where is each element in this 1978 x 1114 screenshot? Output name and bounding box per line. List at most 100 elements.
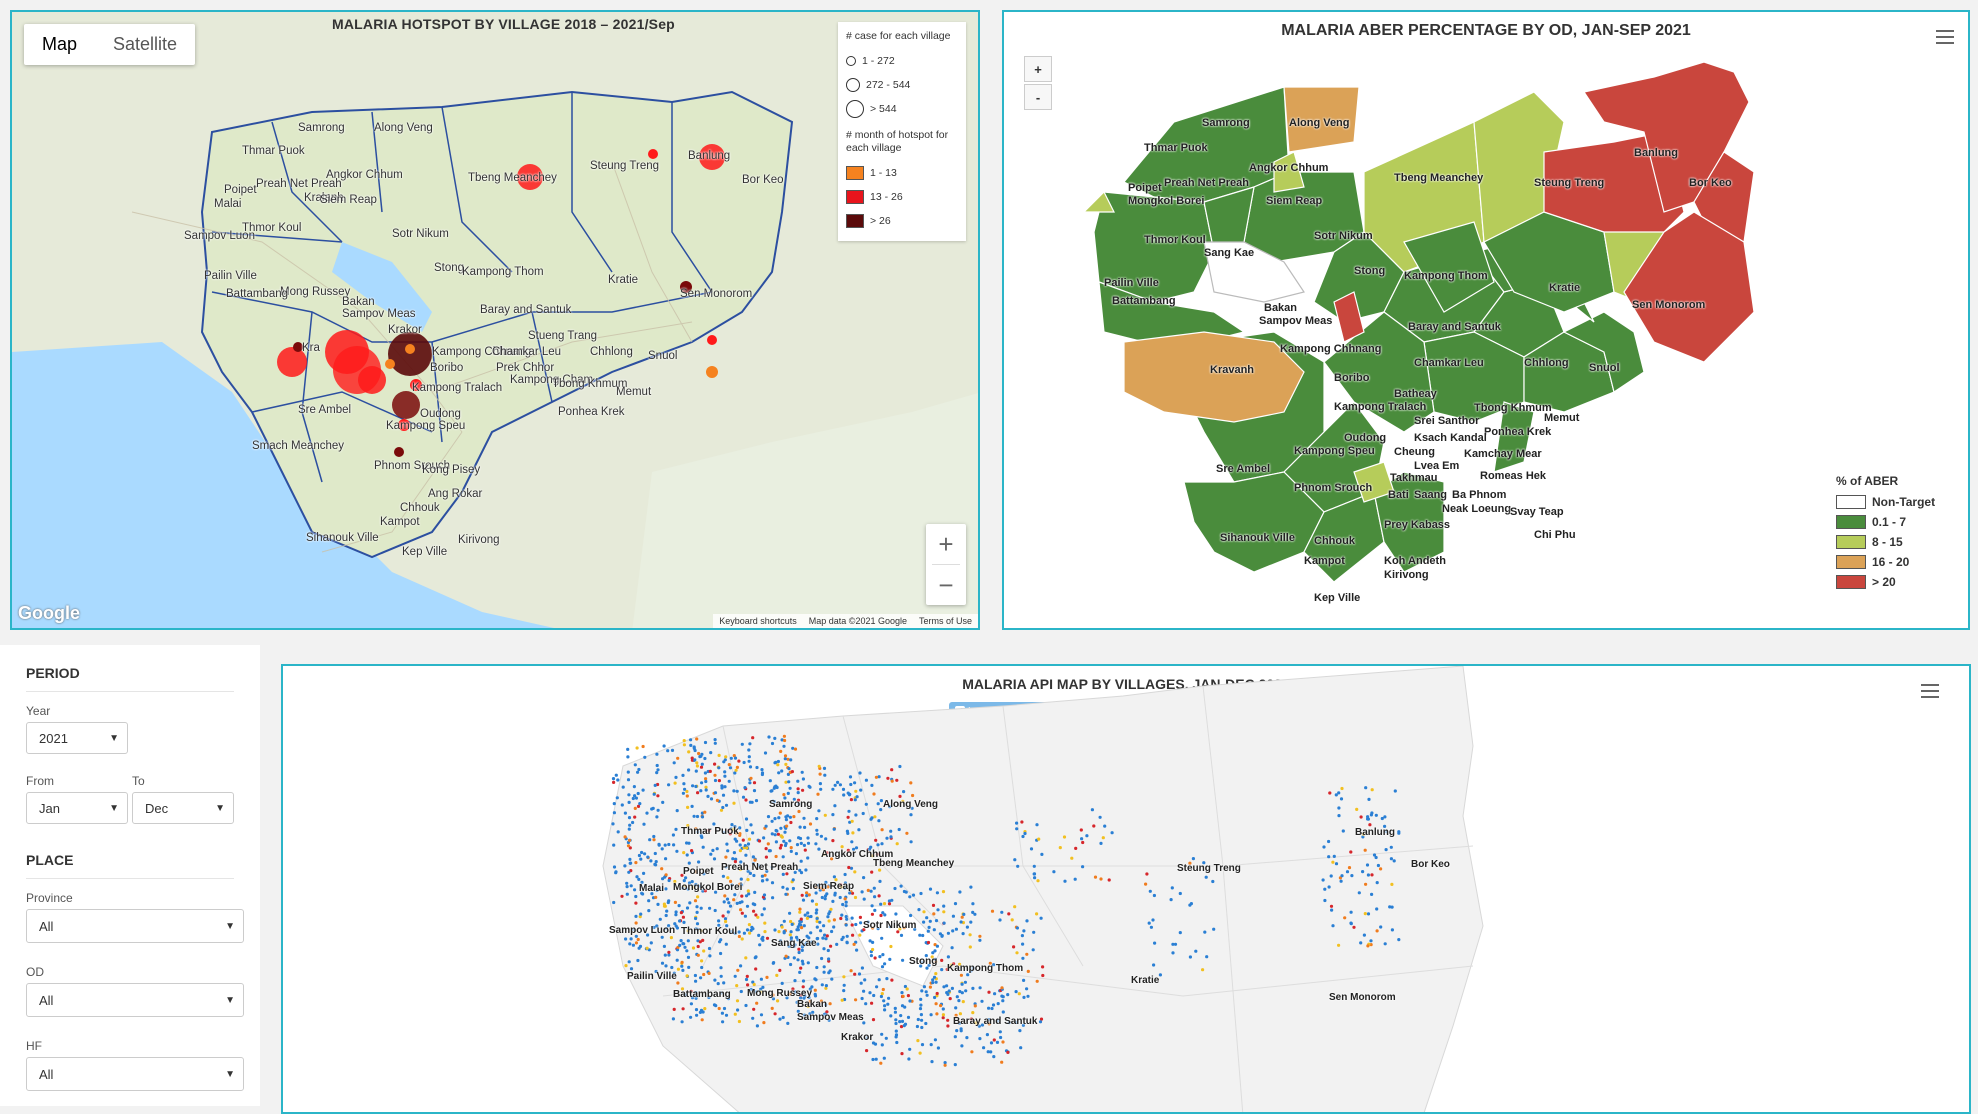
legend-months-label: 13 - 26 (870, 191, 903, 203)
map-type-map-button[interactable]: Map (42, 34, 78, 54)
village-dot (755, 1001, 759, 1005)
village-dot (694, 916, 698, 921)
village-dot (841, 902, 845, 907)
village-dot (805, 941, 809, 945)
village-dot (724, 919, 728, 924)
place-label: Sampov Luon (609, 925, 676, 936)
region (1273, 151, 1305, 193)
village-dot (1147, 921, 1151, 925)
hamburger-icon[interactable] (1921, 684, 1939, 698)
village-dot (1376, 863, 1380, 868)
village-dot (894, 1021, 898, 1026)
aber-legend-item[interactable]: Non-Target (1836, 492, 1935, 512)
village-dot (751, 1016, 755, 1020)
village-dot (685, 853, 689, 857)
village-dot (878, 955, 882, 959)
village-dot (805, 891, 809, 895)
village-dot (816, 792, 820, 796)
hf-select[interactable]: All ▼ (26, 1057, 244, 1091)
terms-of-use-link[interactable]: Terms of Use (912, 614, 978, 628)
aber-legend-item[interactable]: 8 - 15 (1836, 532, 1935, 552)
village-dot (764, 847, 768, 851)
village-dot (721, 793, 726, 797)
village-dot (810, 940, 814, 944)
village-dot (876, 927, 880, 931)
village-dot (897, 827, 901, 832)
chevron-down-icon: ▼ (225, 994, 235, 1006)
village-dot (656, 794, 660, 798)
village-dot (1370, 873, 1374, 877)
village-dot (696, 791, 700, 795)
aber-choropleth[interactable] (1004, 12, 1972, 632)
map-type-satellite-button[interactable]: Satellite (113, 34, 178, 54)
village-dot (863, 978, 867, 982)
hamburger-icon[interactable] (1936, 30, 1954, 44)
village-dot (911, 893, 916, 897)
from-select[interactable]: Jan ▼ (26, 792, 128, 824)
village-dot (827, 919, 831, 923)
place-label: Chhouk (400, 502, 440, 514)
aber-legend-item[interactable]: 0.1 - 7 (1836, 512, 1935, 532)
aber-legend-item[interactable]: > 20 (1836, 572, 1935, 592)
village-dot (629, 967, 634, 971)
village-dot (641, 788, 645, 792)
year-select[interactable]: 2021 ▼ (26, 722, 128, 754)
village-dot (640, 880, 644, 884)
village-dot (1334, 862, 1339, 866)
village-dot (1370, 892, 1374, 896)
village-dot (784, 780, 788, 784)
village-dot (942, 910, 946, 914)
village-dot (838, 783, 843, 787)
village-dot (1327, 885, 1331, 889)
village-dot (824, 937, 828, 941)
village-dot (660, 961, 665, 965)
village-dot (854, 846, 859, 850)
hotspot-map-base[interactable] (12, 12, 980, 630)
village-dot (700, 1018, 704, 1022)
village-dot (840, 998, 844, 1002)
village-dot (1001, 1010, 1005, 1014)
zoom-out-button[interactable]: − (938, 569, 954, 600)
aber-zoom-in-button[interactable]: + (1024, 56, 1052, 82)
village-dot (685, 841, 689, 845)
village-dot (1019, 1046, 1023, 1050)
province-select[interactable]: All ▼ (26, 909, 244, 943)
aber-legend-item[interactable]: 16 - 20 (1836, 552, 1935, 572)
village-dot (681, 968, 685, 972)
village-dot (862, 989, 866, 993)
village-dot (664, 857, 668, 861)
zoom-in-button[interactable]: + (938, 528, 954, 559)
place-label: Sang Kae (771, 938, 817, 949)
swatch-icon (1836, 495, 1866, 509)
place-label: Sampov Luon (184, 230, 255, 242)
village-dot (878, 868, 882, 872)
village-dot (933, 995, 937, 1000)
village-dot (795, 1000, 799, 1004)
village-dot (959, 920, 963, 924)
api-village-map[interactable] (283, 666, 1971, 1114)
village-dot (759, 987, 763, 991)
place-label: Romeas Hek (1480, 470, 1547, 482)
village-dot (616, 830, 620, 834)
village-dot (722, 1006, 727, 1011)
village-dot (730, 823, 734, 827)
hotspot-marker (680, 281, 692, 293)
village-dot (783, 754, 788, 758)
village-dot (748, 781, 752, 785)
place-label: Siem Reap (1266, 195, 1323, 207)
village-dot (778, 811, 782, 815)
place-label: Bakan (342, 296, 375, 308)
village-dot (883, 1008, 887, 1012)
keyboard-shortcuts-link[interactable]: Keyboard shortcuts (713, 614, 803, 628)
hotspot-map-panel[interactable]: MALARIA HOTSPOT BY VILLAGE 2018 – 2021/S… (10, 10, 980, 630)
village-dot (1374, 813, 1378, 817)
village-dot (645, 946, 649, 950)
village-dot (1016, 864, 1020, 868)
od-select[interactable]: All ▼ (26, 983, 244, 1017)
aber-zoom-out-button[interactable]: - (1024, 84, 1052, 110)
village-dot (893, 886, 897, 891)
village-dot (1013, 905, 1017, 909)
village-dot (1021, 942, 1025, 946)
village-dot (947, 989, 951, 993)
to-select[interactable]: Dec ▼ (132, 792, 234, 824)
